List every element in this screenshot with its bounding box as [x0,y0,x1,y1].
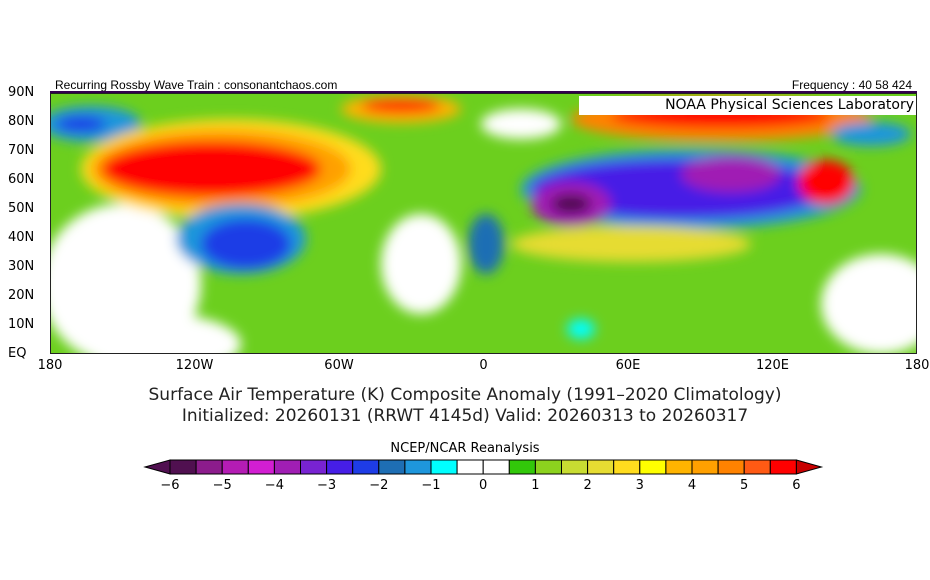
colorbar-tick-label: −5 [212,478,232,493]
colorbar-tick-label: 0 [479,478,488,493]
colorbar-tick-label: −1 [421,478,441,493]
colorbar-tick-label: 4 [687,478,697,493]
colorbar-under-arrow [143,459,171,475]
colorbar-swatch [404,459,432,475]
lat-tick-label: 50N [8,201,35,216]
colorbar-tick-label: 6 [792,478,801,493]
lat-tick-label: 90N [8,85,35,100]
colorbar-swatch [221,459,249,475]
anomaly-map: NOAA Physical Sciences Laboratory [50,93,917,354]
colorbar-tick-label: 2 [583,478,592,493]
lon-tick-label: 180 [37,358,63,373]
top-rule [50,91,917,93]
colorbar-label: NCEP/NCAR Reanalysis [390,441,540,456]
lon-tick-label: 60E [615,358,641,373]
lat-tick-label: 40N [8,230,35,245]
colorbar-swatch [169,459,197,475]
colorbar-over-arrow [795,459,824,475]
colorbar-tick-label: 1 [531,478,540,493]
lon-tick-label: 60W [324,358,354,373]
lon-tick-label: 120W [175,358,214,373]
colorbar-swatch [561,459,589,475]
colorbar-swatch [195,459,223,475]
colorbar-tick-label: −3 [317,478,337,493]
colorbar-swatch [691,459,719,475]
source-label: Recurring Rossby Wave Train : consonantc… [55,78,338,92]
colorbar-tick-label: −4 [264,478,284,493]
map-title: Surface Air Temperature (K) Composite An… [148,385,782,405]
lat-tick-label: 60N [8,172,35,187]
lon-tick-label: 180 [904,358,930,373]
colorbar-tick-label: 3 [635,478,644,493]
lat-tick-label: 20N [8,288,35,303]
colorbar-swatch [456,459,484,475]
colorbar-swatch [273,459,301,475]
colorbar-swatch [717,459,745,475]
lat-tick-label: 30N [8,259,35,274]
colorbar-swatch [300,459,328,475]
colorbar-swatch [613,459,641,475]
colorbar-swatch [743,459,771,475]
colorbar-swatch [534,459,562,475]
lab-label: NOAA Physical Sciences Laboratory [579,96,916,115]
colorbar-tick-label: −2 [369,478,389,493]
lat-tick-label: 70N [8,143,35,158]
colorbar-swatch [639,459,667,475]
colorbar-swatch [769,459,797,475]
lat-tick-label: 10N [8,317,35,332]
colorbar-swatch [587,459,615,475]
frequency-label: Frequency : 40 58 424 [791,78,912,92]
colorbar-tick-label: 5 [740,478,749,493]
colorbar-swatch [378,459,406,475]
colorbar-swatch [665,459,693,475]
lon-tick-label: 0 [479,358,488,373]
colorbar-tick-label: −6 [160,478,180,493]
colorbar-swatch [247,459,275,475]
lat-tick-label: 80N [8,114,35,129]
map-subtitle: Initialized: 20260131 (RRWT 4145d) Valid… [181,406,749,426]
colorbar-swatch [482,459,510,475]
colorbar-swatch [508,459,536,475]
lon-tick-label: 120E [755,358,790,373]
lat-tick-label: EQ [8,346,27,361]
colorbar [143,459,824,475]
colorbar-swatch [430,459,458,475]
colorbar-swatch [326,459,354,475]
colorbar-swatch [352,459,380,475]
map-field [51,94,916,353]
